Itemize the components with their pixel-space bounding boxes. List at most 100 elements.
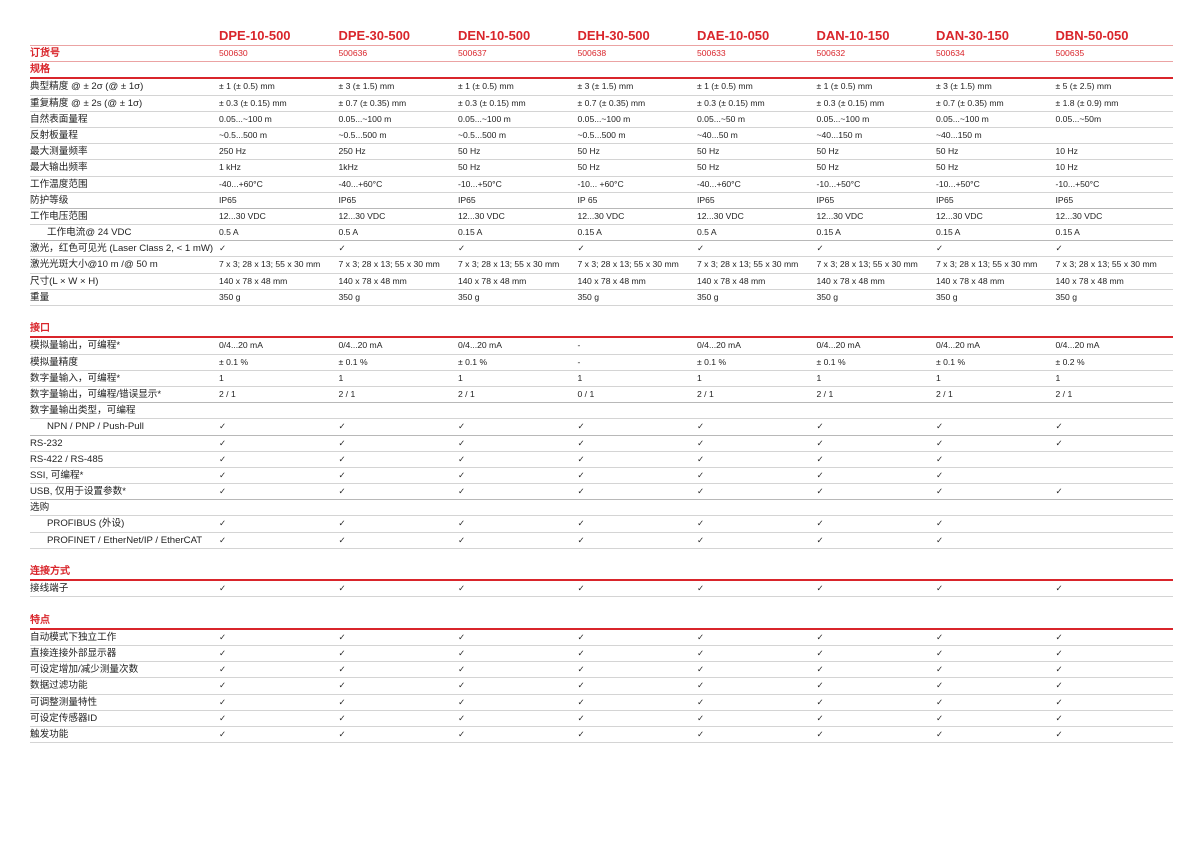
row-label: 可设定传感器ID [30, 712, 98, 724]
cell-value: 10 Hz [1055, 146, 1078, 157]
row-label: 可调整测量特性 [30, 696, 98, 708]
check-icon: ✓ [219, 728, 227, 739]
cell-value: 1 [338, 372, 344, 383]
section-header: 规格 [30, 62, 1173, 80]
check-icon: ✓ [458, 647, 466, 658]
check-icon: ✓ [1055, 664, 1063, 675]
table-row: 重量 350 g 350 g 350 g 350 g 350 g 350 g 350 g 350… [30, 290, 1173, 306]
check-icon: ✓ [1055, 680, 1063, 691]
check-icon: ✓ [697, 631, 705, 642]
cell-value: 500638 [577, 48, 607, 58]
check-icon: ✓ [338, 647, 346, 658]
check-icon: ✓ [816, 453, 824, 464]
check-icon: ✓ [577, 421, 585, 432]
table-row: NPN / PNP / Push-Pull ✓ ✓ ✓ ✓ ✓ ✓ ✓ ✓ [30, 419, 1173, 436]
cell-value: 350 g [577, 291, 600, 302]
row-label: NPN / PNP / Push-Pull [47, 421, 144, 433]
cell-value: 12...30 VDC [1055, 210, 1103, 221]
check-icon: ✓ [577, 664, 585, 675]
cell-value: ± 1 (± 0.5) mm [219, 81, 275, 92]
check-icon: ✓ [338, 421, 346, 432]
table-row: 自然表面量程 0.05...~100 m 0.05...~100 m 0.05...~… [30, 112, 1173, 128]
check-icon: ✓ [338, 664, 346, 675]
check-icon: ✓ [697, 583, 705, 594]
check-icon: ✓ [219, 518, 227, 529]
check-icon: ✓ [458, 728, 466, 739]
cell-value: 0.15 A [816, 227, 841, 238]
cell-value: -10...+50°C [1055, 178, 1100, 189]
check-icon: ✓ [697, 486, 705, 497]
cell-value: 0.15 A [577, 227, 602, 238]
check-icon: ✓ [219, 243, 227, 254]
check-icon: ✓ [697, 243, 705, 254]
check-icon: ✓ [816, 680, 824, 691]
row-label: 重量 [30, 291, 50, 303]
cell-value: 140 x 78 x 48 mm [338, 275, 407, 286]
table-row: 可设定增加/减少测量次数 ✓ ✓ ✓ ✓ ✓ ✓ ✓ ✓ [30, 662, 1173, 679]
cell-value: 0/4...20 mA [697, 340, 741, 351]
row-label: 防护等级 [30, 194, 69, 206]
cell-value: 140 x 78 x 48 mm [219, 275, 288, 286]
table-row: 数字量输入，可编程* 1 1 1 1 1 1 1 1 [30, 371, 1173, 387]
table-row: 最大测量频率 250 Hz 250 Hz 50 Hz 50 Hz 50 Hz 50 Hz 50… [30, 144, 1173, 161]
check-icon: ✓ [577, 486, 585, 497]
cell-value: ± 0.1 % [338, 356, 368, 367]
check-icon: ✓ [936, 647, 944, 658]
cell-value: ~40...50 m [697, 129, 738, 140]
cell-value: 7 x 3; 28 x 13; 55 x 30 mm [338, 259, 440, 270]
row-label: 激光，红色可见光 (Laser Class 2, < 1 mW) [30, 243, 214, 255]
cell-value: ± 1 (± 0.5) mm [816, 81, 873, 92]
cell-value: 0.05...~100 m [816, 113, 870, 124]
check-icon: ✓ [338, 518, 346, 529]
check-icon: ✓ [816, 437, 824, 448]
check-icon: ✓ [816, 534, 824, 545]
cell-value: 140 x 78 x 48 mm [577, 275, 646, 286]
check-icon: ✓ [697, 437, 705, 448]
row-label: PROFIBUS (外设) [47, 518, 125, 530]
cell-value: 0.05...~100 m [577, 113, 631, 124]
check-icon: ✓ [816, 712, 824, 723]
table-row: 激光，红色可见光 (Laser Class 2, < 1 mW) ✓ ✓ ✓ ✓ ✓ ✓ ✓ ✓ [30, 241, 1173, 258]
cell-value: 50 Hz [458, 146, 481, 157]
check-icon: ✓ [1055, 696, 1063, 707]
row-label: 典型精度 @ ± 2σ (@ ± 1σ) [30, 81, 144, 93]
table-row: 自动模式下独立工作 ✓ ✓ ✓ ✓ ✓ ✓ ✓ ✓ [30, 630, 1173, 646]
model-name: DPE-10-500 [219, 28, 291, 43]
cell-value: 7 x 3; 28 x 13; 55 x 30 mm [458, 259, 560, 270]
check-icon: ✓ [458, 664, 466, 675]
cell-value: 350 g [458, 291, 480, 302]
row-label: 规格 [30, 64, 50, 76]
table-row: 模拟量精度 ± 0.1 % ± 0.1 % ± 0.1 % - ± 0.1 % ± 0.1 … [30, 355, 1173, 371]
cell-value: 12...30 VDC [697, 210, 744, 221]
table-row: 数字量输出类型，可编程 [30, 403, 1173, 420]
cell-value: 500635 [1055, 48, 1085, 58]
cell-value: 500637 [458, 48, 487, 58]
cell-value: 140 x 78 x 48 mm [816, 275, 885, 286]
row-label: 模拟量输出，可编程* [30, 340, 121, 352]
row-label: 触发功能 [30, 728, 69, 740]
cell-value: ± 0.1 % [458, 356, 488, 367]
table-row: 最大输出频率 1 kHz 1kHz 50 Hz 50 Hz 50 Hz 50 Hz 50 Hz… [30, 160, 1173, 177]
check-icon: ✓ [1055, 486, 1063, 497]
table-row: 尺寸(L × W × H) 140 x 78 x 48 mm 140 x 78 x … [30, 274, 1173, 290]
table-row: 数据过滤功能 ✓ ✓ ✓ ✓ ✓ ✓ ✓ ✓ [30, 678, 1173, 695]
cell-value: 140 x 78 x 48 mm [1055, 275, 1124, 286]
cell-value: 50 Hz [697, 162, 720, 173]
check-icon: ✓ [458, 421, 466, 432]
cell-value: 500633 [697, 48, 726, 58]
cell-value: ± 0.1 % [697, 356, 727, 367]
check-icon: ✓ [338, 583, 346, 594]
cell-value: 12...30 VDC [458, 210, 505, 221]
cell-value: 7 x 3; 28 x 13; 55 x 30 mm [219, 259, 321, 270]
cell-value: 0/4...20 mA [936, 340, 980, 351]
cell-value: 50 Hz [577, 162, 600, 173]
table-row: 反射板量程 ~0.5...500 m ~0.5...500 m ~0.5...5… [30, 128, 1173, 145]
cell-value: 500634 [936, 48, 965, 58]
check-icon: ✓ [338, 453, 346, 464]
cell-value: ± 0.7 (± 0.35) mm [338, 97, 407, 108]
cell-value: 0.15 A [458, 227, 483, 238]
check-icon: ✓ [936, 680, 944, 691]
check-icon: ✓ [816, 728, 824, 739]
check-icon: ✓ [936, 421, 944, 432]
cell-value: 1 [219, 372, 224, 383]
